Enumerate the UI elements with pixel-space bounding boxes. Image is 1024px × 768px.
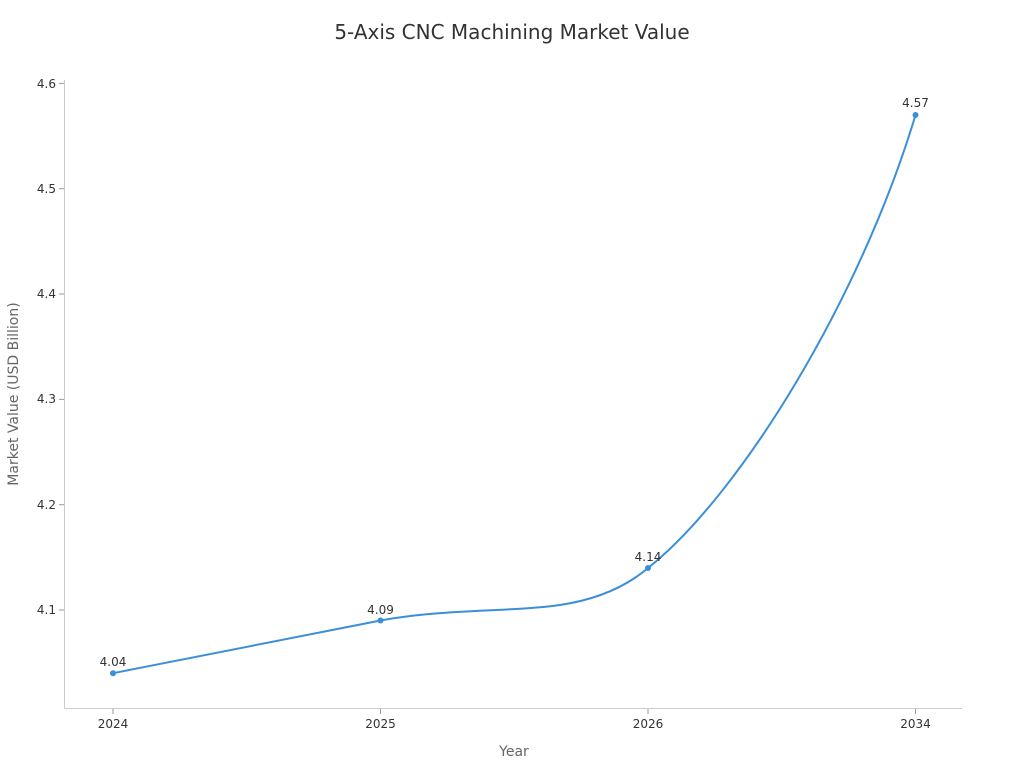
data-point[interactable] [377, 617, 384, 624]
data-label: 4.57 [902, 96, 929, 110]
y-tick-label: 4.3 [37, 392, 56, 406]
data-point[interactable] [912, 112, 919, 118]
x-axis-title: Year [498, 744, 529, 760]
data-labels: 4.04 4.09 4.14 4.57 [100, 96, 929, 669]
y-tick-label: 4.2 [37, 498, 56, 512]
y-tick-label: 4.1 [37, 603, 56, 617]
y-tick-label: 4.4 [37, 287, 56, 301]
x-tick-label: 2025 [365, 717, 396, 731]
series-line-market-value [112, 114, 917, 675]
x-tick-label: 2024 [98, 717, 129, 731]
x-tick-label: 2034 [900, 717, 931, 731]
x-tick-label: 2026 [633, 717, 664, 731]
y-tick-label: 4.6 [37, 77, 56, 91]
data-points [110, 112, 919, 677]
y-tick-label: 4.5 [37, 182, 56, 196]
chart-title: 5-Axis CNC Machining Market Value [334, 20, 690, 44]
y-axis-title: Market Value (USD Billion) [6, 302, 22, 485]
data-label: 4.04 [100, 655, 127, 669]
data-label: 4.14 [635, 550, 662, 564]
y-axis-ticks: 4.1 4.2 4.3 4.4 4.5 4.6 [37, 77, 64, 617]
x-axis-ticks: 2024 2025 2026 2034 [98, 709, 931, 731]
data-label: 4.09 [367, 603, 394, 617]
data-point[interactable] [645, 565, 651, 571]
data-point[interactable] [110, 670, 116, 677]
